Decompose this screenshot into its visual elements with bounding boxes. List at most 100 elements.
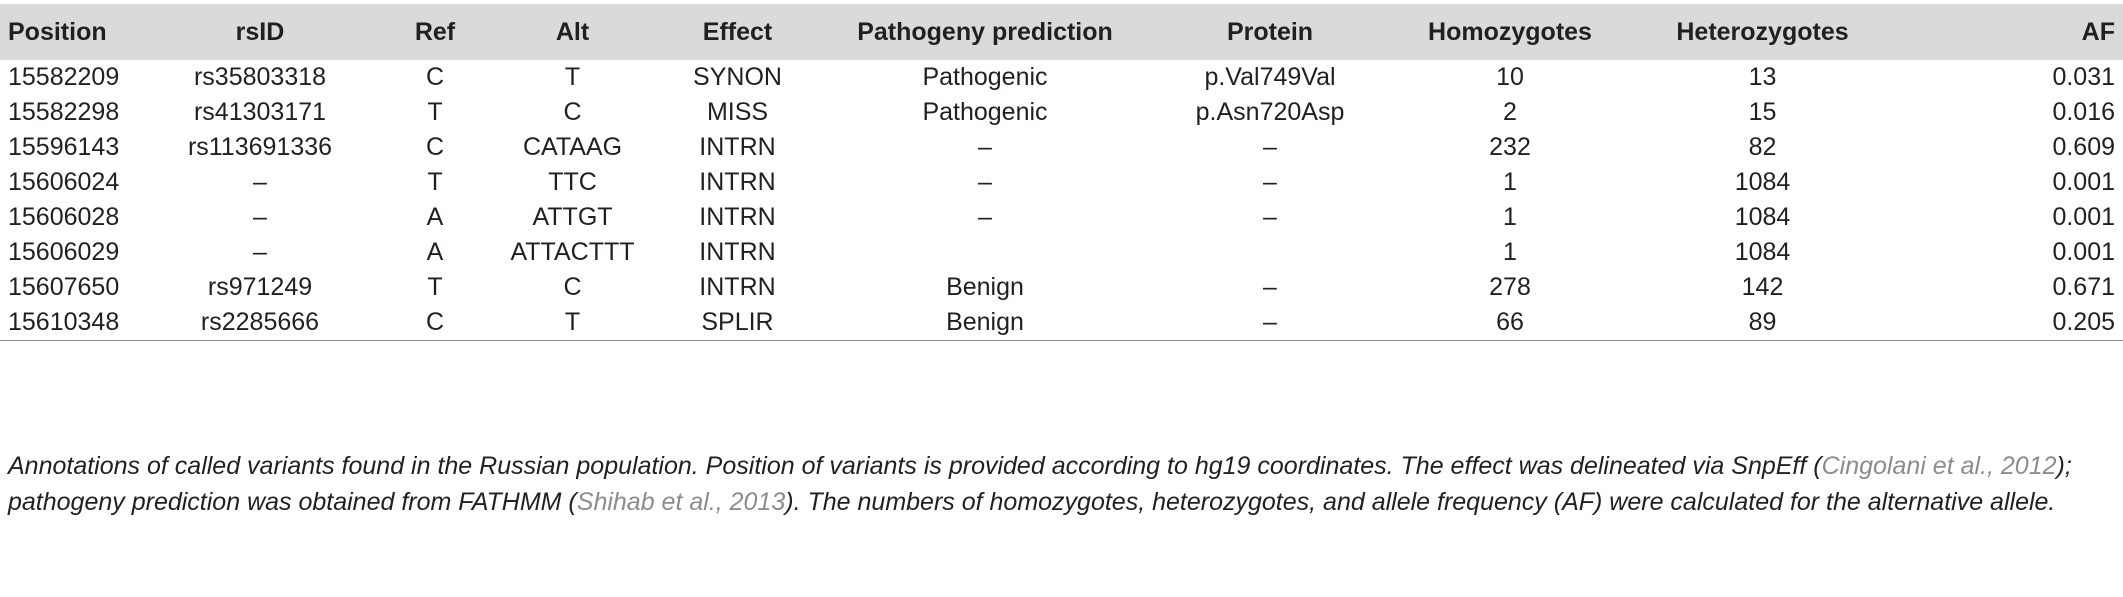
cell-alt: CATAAG [522,133,623,161]
cell-pathogeny: Pathogenic [922,63,1048,91]
cell-ref: C [425,63,445,91]
cell-effect: INTRN [699,273,776,301]
cell-homozygotes: 1 [1503,203,1517,231]
cell-alt: T [564,63,581,91]
cell-homozygotes: 1 [1503,238,1517,266]
header-af: AF [2081,17,2115,46]
cell-ref: C [425,133,445,161]
table-row: 15582209 rs35803318 C T SYNON Pathogenic… [0,60,2123,95]
cell-homozygotes: 1 [1503,168,1517,196]
cell-alt: T [564,307,581,336]
cell-rsid: – [253,238,267,266]
cell-alt: ATTGT [532,203,613,231]
cell-af: 0.205 [2052,307,2115,336]
header-ref: Ref [414,17,456,46]
cell-protein [1150,235,1390,270]
caption-text-2: ); pathogeny prediction was obtained fro… [8,452,2072,516]
cell-effect: INTRN [699,238,776,266]
cell-rsid: rs35803318 [193,63,327,91]
cell-homozygotes: 66 [1496,307,1524,336]
cell-heterozygotes: 1084 [1734,203,1791,231]
table-row: 15606028 – A ATTGT INTRN – – 1 1084 0.00… [0,200,2123,235]
table-row: 15582298 rs41303171 T C MISS Pathogenic … [0,95,2123,130]
cell-rsid: rs2285666 [200,307,320,336]
cell-effect: MISS [706,98,769,126]
cell-pathogeny: Benign [946,307,1024,336]
cell-position: 15606028 [8,203,120,231]
header-rsid: rsID [235,17,285,46]
cell-heterozygotes: 142 [1741,273,1784,301]
table-row: 15606029 – A ATTACTTT INTRN 1 1084 0.001 [0,235,2123,270]
cell-protein: – [1263,168,1277,196]
table-row: 15610348 rs2285666 C T SPLIR Benign – 66… [0,305,2123,340]
cell-position: 15596143 [8,133,120,161]
cell-pathogeny: Benign [946,273,1024,301]
table-row: 15596143 rs113691336 C CATAAG INTRN – – … [0,130,2123,165]
cell-ref: A [426,238,444,266]
cell-alt: C [563,273,582,301]
cell-ref: T [427,98,443,126]
cell-rsid: – [253,168,267,196]
variants-table: Position rsID Ref Alt Effect Pathogeny p… [0,4,2123,341]
cell-heterozygotes: 1084 [1734,168,1791,196]
cell-homozygotes: 278 [1489,273,1531,301]
cell-protein: p.Asn720Asp [1195,98,1345,126]
cell-heterozygotes: 13 [1748,63,1777,91]
cell-alt: C [563,98,582,126]
header-protein: Protein [1226,17,1314,46]
cell-homozygotes: 10 [1496,63,1524,91]
cell-position: 15610348 [8,307,120,336]
cell-heterozygotes: 89 [1748,307,1777,336]
header-homozygotes: Homozygotes [1428,17,1592,46]
citation-link-shihab[interactable]: Shihab et al., 2013 [576,488,786,516]
cell-effect: SPLIR [701,307,774,336]
table-header-row: Position rsID Ref Alt Effect Pathogeny p… [0,4,2123,60]
cell-effect: INTRN [699,133,776,161]
cell-pathogeny: – [978,203,992,231]
cell-homozygotes: 2 [1503,98,1517,126]
cell-position: 15606029 [8,238,120,266]
cell-position: 15607650 [8,273,120,301]
cell-alt: ATTACTTT [510,238,635,266]
cell-pathogeny: – [978,133,992,161]
header-effect: Effect [702,17,773,46]
cell-ref: A [426,203,444,231]
cell-position: 15606024 [8,168,120,196]
cell-af: 0.001 [2052,238,2115,266]
cell-heterozygotes: 15 [1748,98,1777,126]
cell-pathogeny: – [978,168,992,196]
cell-protein: – [1263,273,1277,301]
header-alt: Alt [555,17,590,46]
cell-position: 15582209 [8,63,120,91]
header-heterozygotes: Heterozygotes [1676,17,1849,46]
cell-protein: p.Val749Val [1204,63,1336,91]
cell-position: 15582298 [8,98,120,126]
cell-homozygotes: 232 [1489,133,1531,161]
cell-rsid: rs41303171 [193,98,327,126]
table-row: 15606024 – T TTC INTRN – – 1 1084 0.001 [0,165,2123,200]
cell-ref: C [425,307,445,336]
cell-af: 0.609 [2052,133,2115,161]
citation-link-cingolani[interactable]: Cingolani et al., 2012 [1821,452,2057,480]
cell-heterozygotes: 82 [1748,133,1777,161]
caption-text-3: ). The numbers of homozygotes, heterozyg… [785,488,2056,516]
cell-alt: TTC [548,168,597,196]
cell-ref: T [427,168,443,196]
header-pathogeny: Pathogeny prediction [857,17,1113,46]
table-caption: Annotations of called variants found in … [8,448,2113,520]
cell-rsid: rs113691336 [187,133,333,161]
cell-ref: T [427,273,443,301]
cell-af: 0.016 [2052,98,2115,126]
cell-rsid: – [253,203,267,231]
variants-table-container: Position rsID Ref Alt Effect Pathogeny p… [0,4,2123,341]
cell-protein: – [1263,203,1277,231]
cell-af: 0.001 [2052,203,2115,231]
cell-effect: INTRN [699,203,776,231]
cell-af: 0.001 [2052,168,2115,196]
cell-protein: – [1263,133,1277,161]
cell-pathogeny [820,235,1150,270]
header-position: Position [8,17,107,46]
cell-effect: INTRN [699,168,776,196]
cell-af: 0.031 [2052,63,2115,91]
caption-text-1: Annotations of called variants found in … [8,452,1822,480]
